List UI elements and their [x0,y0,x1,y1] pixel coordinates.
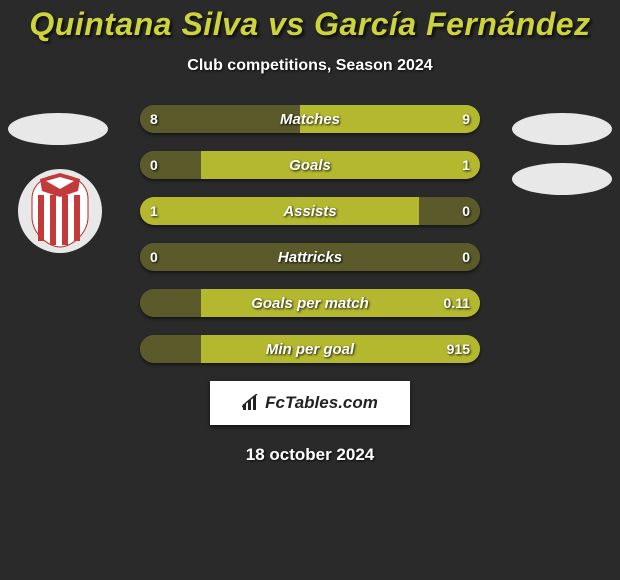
stat-row: Min per goal915 [140,335,480,363]
stat-right-value: 1 [452,151,480,179]
stat-right-value: 0 [452,197,480,225]
chart-icon [242,394,260,412]
player-right-club-placeholder [512,163,612,195]
stat-row: Goals per match0.11 [140,289,480,317]
bar-left-fill [140,197,419,225]
date-label: 18 october 2024 [0,445,620,465]
stat-right-value: 9 [452,105,480,133]
stat-row: Assists10 [140,197,480,225]
stat-row: Hattricks00 [140,243,480,271]
subtitle: Club competitions, Season 2024 [0,57,620,75]
watermark: FcTables.com [210,381,410,425]
stat-left-value: 1 [140,197,168,225]
watermark-text: FcTables.com [265,393,378,413]
comparison-content: Matches89Goals01Assists10Hattricks00Goal… [0,105,620,465]
vs-title: Quintana Silva vs García Fernández [0,0,620,43]
stat-right-value: 0 [452,243,480,271]
player-left-photo-placeholder [8,113,108,145]
player-left-club-crest [18,169,102,253]
stat-rows: Matches89Goals01Assists10Hattricks00Goal… [140,105,480,363]
stat-left-value [140,289,160,317]
stat-left-value: 8 [140,105,168,133]
player-right-photo-placeholder [512,113,612,145]
bar-right-fill [201,151,480,179]
stat-right-value: 915 [437,335,480,363]
stat-left-value: 0 [140,243,168,271]
stat-right-value: 0.11 [434,289,480,317]
stat-left-value: 0 [140,151,168,179]
stat-row: Goals01 [140,151,480,179]
stat-left-value [140,335,160,363]
stat-row: Matches89 [140,105,480,133]
